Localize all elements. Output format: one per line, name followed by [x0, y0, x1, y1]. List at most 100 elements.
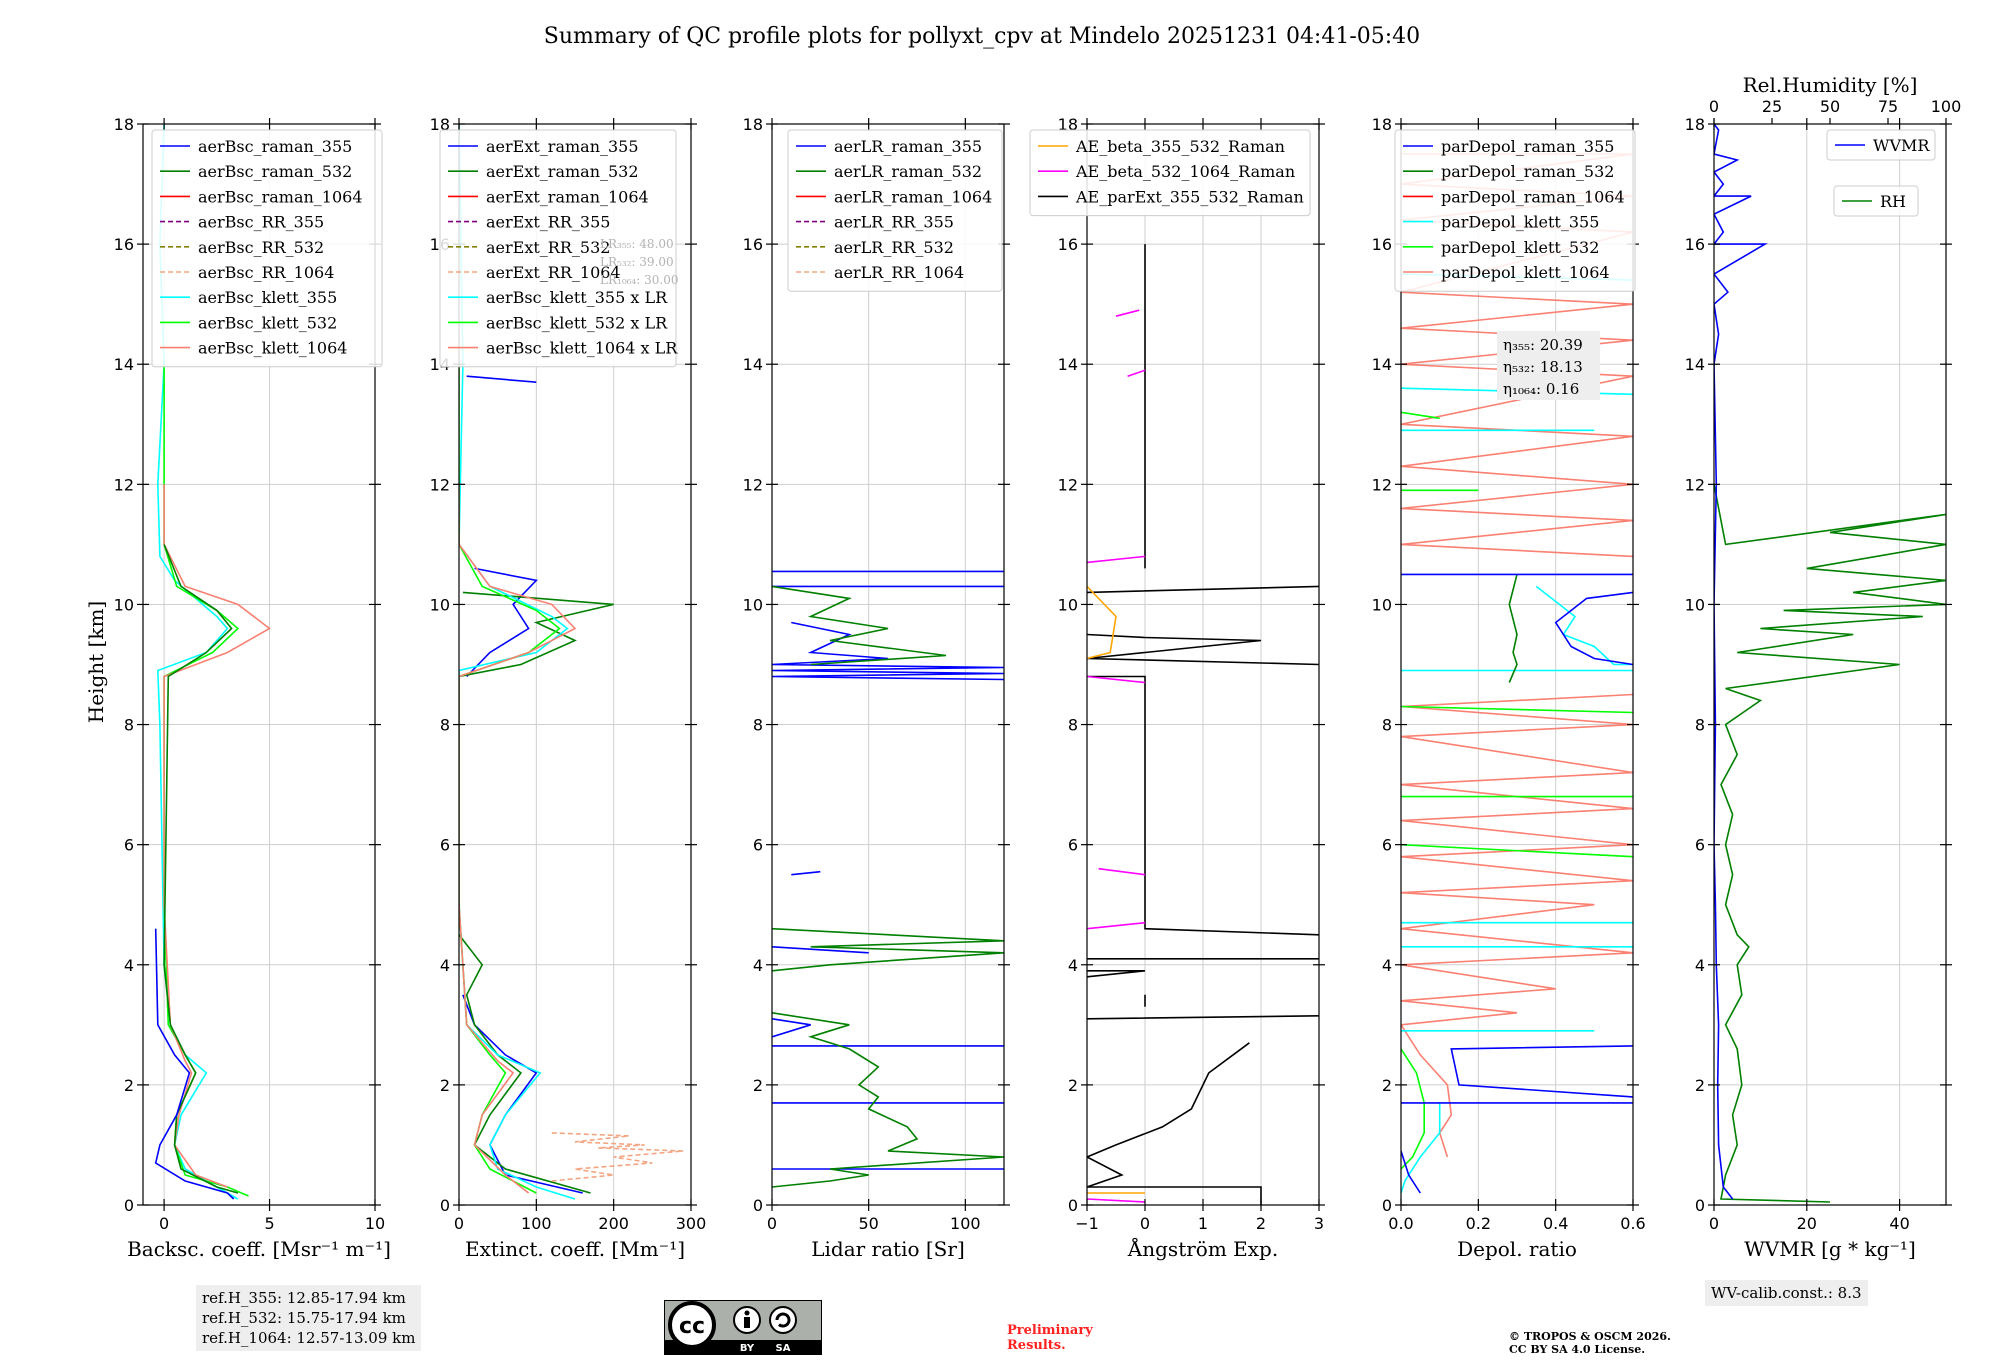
- series-AE_beta_355_532_Raman: [1087, 585, 1145, 1194]
- x-axis-label: Ångström Exp.: [1127, 1236, 1278, 1261]
- legend-label: aerBsc_raman_355: [198, 137, 352, 156]
- y-tick-label: 8: [1695, 716, 1705, 735]
- y-tick-label: 18: [430, 115, 450, 134]
- y-tick-label: 18: [1685, 115, 1705, 134]
- x-tick-label: 100: [521, 1214, 552, 1233]
- x-axis-label: Extinct. coeff. [Mm⁻¹]: [465, 1237, 685, 1261]
- series-parDepol_klett_355: [1401, 273, 1633, 1194]
- legend-label: aerBsc_RR_355: [198, 213, 324, 232]
- x-tick-label: 40: [1889, 1214, 1909, 1233]
- y-tick-label: 12: [114, 475, 134, 494]
- legend-label: aerBsc_klett_355 x LR: [486, 288, 668, 307]
- x-tick-label: 0.2: [1466, 1214, 1491, 1233]
- y-tick-label: 2: [1695, 1076, 1705, 1095]
- eta-annotation-box: [1497, 331, 1600, 400]
- y-tick-label: 10: [743, 595, 763, 614]
- cc-icon: [668, 1301, 716, 1349]
- legend-box: [439, 129, 677, 368]
- y-tick-label: 0: [124, 1196, 134, 1215]
- x-tick-label: 50: [858, 1214, 878, 1233]
- legend-label: parDepol_klett_1064: [1441, 263, 1610, 282]
- legend-label: aerBsc_klett_1064: [198, 339, 347, 358]
- legend-box: [1394, 129, 1636, 292]
- y-tick-label: 10: [1058, 595, 1078, 614]
- y-tick-label: 8: [440, 716, 450, 735]
- x-tick-label: 3: [1314, 1214, 1324, 1233]
- legend-label: WVMR: [1873, 136, 1930, 155]
- x-tick-label: 20: [1797, 1214, 1817, 1233]
- x-axis-label: Backsc. coeff. [Msr⁻¹ m⁻¹]: [127, 1237, 391, 1261]
- lidar-ratio-annotation: LR₁₀₆₄: 30.00: [600, 273, 678, 287]
- series-parDepol_klett_532: [1401, 411, 1633, 1170]
- x-tick-label: 10: [365, 1214, 385, 1233]
- series-AE_parExt_355_532_Raman: [1087, 244, 1319, 1205]
- y-tick-label: 2: [440, 1076, 450, 1095]
- series-aerExt_raman_355: [462, 375, 583, 1194]
- x-tick-label: 0: [1709, 1214, 1719, 1233]
- series-parDepol_raman_532: [1508, 574, 1518, 683]
- legend-label: RH: [1880, 192, 1906, 211]
- legend-label: aerBsc_klett_1064 x LR: [486, 339, 678, 358]
- x-tick-label: 300: [676, 1214, 707, 1233]
- y-tick-label: 2: [1068, 1076, 1078, 1095]
- y-tick-label: 4: [1382, 956, 1392, 975]
- legend-label: parDepol_raman_355: [1441, 137, 1614, 156]
- legend-label: AE_parExt_355_532_Raman: [1075, 187, 1304, 206]
- x-axis-label: Depol. ratio: [1457, 1237, 1577, 1261]
- y-tick-label: 2: [753, 1076, 763, 1095]
- top-x-tick-label: 25: [1762, 97, 1782, 116]
- series-RH: [1714, 484, 1946, 1203]
- legend-label: aerExt_RR_355: [486, 213, 610, 232]
- x-axis-label: Lidar ratio [Sr]: [811, 1237, 965, 1261]
- y-tick-label: 8: [1068, 716, 1078, 735]
- y-tick-label: 12: [430, 475, 450, 494]
- y-tick-label: 6: [1382, 836, 1392, 855]
- lidar-ratio-annotation: LR₃₅₅: 48.00: [600, 237, 674, 251]
- legend-label: aerExt_raman_532: [486, 162, 639, 181]
- x-tick-label: 0.0: [1388, 1214, 1413, 1233]
- panel-extinction: 0246810121416180100200300Extinct. coeff.…: [430, 115, 707, 1261]
- legend-label: aerLR_RR_1064: [834, 263, 964, 282]
- y-tick-label: 6: [124, 836, 134, 855]
- lidar-ratio-annotation: LR₅₃₂: 39.00: [600, 255, 674, 269]
- legend-label: aerBsc_raman_532: [198, 162, 352, 181]
- y-tick-label: 2: [1382, 1076, 1392, 1095]
- backscatter-info-box: ref.H_355: 12.85-17.94 km ref.H_532: 15.…: [196, 1285, 422, 1351]
- x-tick-label: 0: [454, 1214, 464, 1233]
- cc-sa-label: SA: [776, 1343, 791, 1354]
- legend-label: aerExt_RR_532: [486, 238, 610, 257]
- legend-label: parDepol_raman_532: [1441, 162, 1614, 181]
- y-tick-label: 4: [124, 956, 134, 975]
- series-WVMR: [1714, 124, 1768, 1200]
- x-tick-label: 0: [1140, 1214, 1150, 1233]
- y-tick-label: 0: [1068, 1196, 1078, 1215]
- y-tick-label: 14: [1372, 355, 1392, 374]
- y-tick-label: 16: [1058, 235, 1078, 254]
- legend-label: aerLR_RR_355: [834, 213, 954, 232]
- x-tick-label: 5: [264, 1214, 274, 1233]
- wv-calib-box: WV-calib.const.: 8.3: [1705, 1280, 1868, 1306]
- series-aerLR_raman_532: [772, 585, 1004, 1188]
- y-tick-label: 18: [743, 115, 763, 134]
- y-tick-label: 8: [124, 716, 134, 735]
- y-tick-label: 0: [753, 1196, 763, 1215]
- series-parDepol_raman_355: [1401, 573, 1633, 1194]
- y-tick-label: 6: [753, 836, 763, 855]
- y-tick-label: 12: [1058, 475, 1078, 494]
- legend-label: parDepol_raman_1064: [1441, 187, 1625, 206]
- share-alike-icon: [769, 1306, 797, 1334]
- y-tick-label: 4: [440, 956, 450, 975]
- axes-frame: [458, 123, 692, 1206]
- y-tick-label: 14: [1685, 355, 1705, 374]
- legend-box: [1029, 129, 1311, 217]
- cc-by-label: BY: [740, 1343, 755, 1354]
- x-tick-label: 0: [159, 1214, 169, 1233]
- axes-frame: [1400, 123, 1634, 1206]
- legend-box: [1826, 129, 1936, 161]
- y-tick-label: 10: [1685, 595, 1705, 614]
- y-tick-label: 0: [1695, 1196, 1705, 1215]
- y-tick-label: 10: [114, 595, 134, 614]
- figure-title: Summary of QC profile plots for pollyxt_…: [544, 24, 1420, 49]
